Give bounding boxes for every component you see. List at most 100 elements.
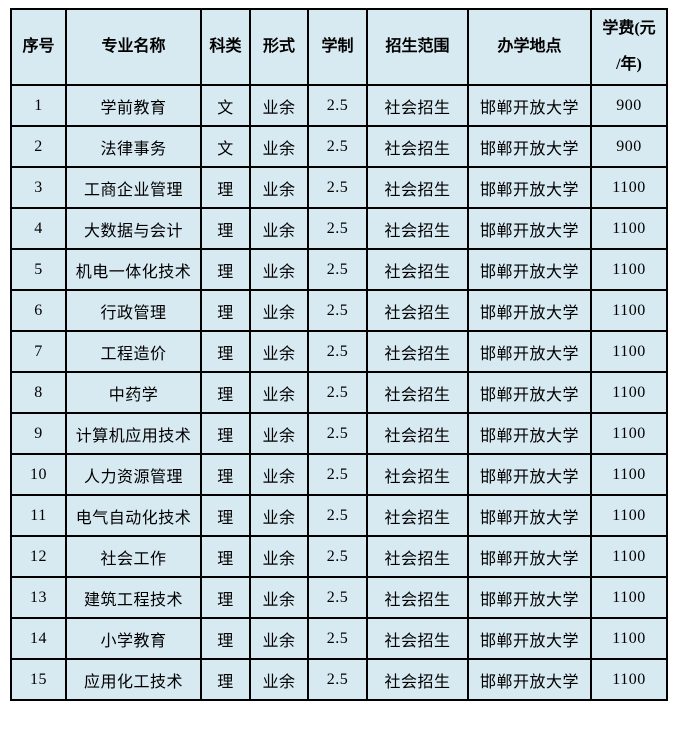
cell-tuition: 1100 — [590, 412, 668, 455]
cell-subject-category: 理 — [200, 166, 251, 209]
cell-study-form: 业余 — [249, 535, 309, 578]
cell-study-form: 业余 — [249, 617, 309, 660]
cell-study-form: 业余 — [249, 371, 309, 414]
cell-major-name: 建筑工程技术 — [65, 576, 202, 619]
cell-school-location: 邯郸开放大学 — [467, 207, 592, 250]
cell-subject-category: 理 — [200, 617, 251, 660]
cell-tuition: 1100 — [590, 535, 668, 578]
cell-tuition: 1100 — [590, 289, 668, 332]
cell-subject-category: 理 — [200, 248, 251, 291]
cell-tuition: 900 — [590, 84, 668, 127]
cell-study-form: 业余 — [249, 289, 309, 332]
cell-index: 14 — [10, 617, 67, 660]
cell-duration: 2.5 — [307, 453, 368, 496]
table-row: 15 应用化工技术 理 业余 2.5 社会招生 邯郸开放大学 1100 — [10, 658, 668, 701]
cell-school-location: 邯郸开放大学 — [467, 166, 592, 209]
cell-school-location: 邯郸开放大学 — [467, 330, 592, 373]
table-row: 1 学前教育 文 业余 2.5 社会招生 邯郸开放大学 900 — [10, 84, 668, 127]
cell-index: 11 — [10, 494, 67, 537]
cell-enrollment-scope: 社会招生 — [366, 84, 469, 127]
cell-index: 4 — [10, 207, 67, 250]
table-row: 12 社会工作 理 业余 2.5 社会招生 邯郸开放大学 1100 — [10, 535, 668, 578]
cell-enrollment-scope: 社会招生 — [366, 330, 469, 373]
col-header-subject-category: 科类 — [200, 8, 251, 86]
cell-enrollment-scope: 社会招生 — [366, 576, 469, 619]
cell-enrollment-scope: 社会招生 — [366, 371, 469, 414]
cell-tuition: 1100 — [590, 658, 668, 701]
cell-index: 2 — [10, 125, 67, 168]
cell-duration: 2.5 — [307, 207, 368, 250]
cell-study-form: 业余 — [249, 207, 309, 250]
table-row: 14 小学教育 理 业余 2.5 社会招生 邯郸开放大学 1100 — [10, 617, 668, 660]
cell-enrollment-scope: 社会招生 — [366, 412, 469, 455]
cell-index: 8 — [10, 371, 67, 414]
cell-duration: 2.5 — [307, 576, 368, 619]
cell-index: 12 — [10, 535, 67, 578]
cell-duration: 2.5 — [307, 371, 368, 414]
cell-subject-category: 理 — [200, 289, 251, 332]
cell-enrollment-scope: 社会招生 — [366, 125, 469, 168]
cell-index: 7 — [10, 330, 67, 373]
cell-study-form: 业余 — [249, 330, 309, 373]
cell-tuition: 1100 — [590, 453, 668, 496]
cell-enrollment-scope: 社会招生 — [366, 166, 469, 209]
table-row: 9 计算机应用技术 理 业余 2.5 社会招生 邯郸开放大学 1100 — [10, 412, 668, 455]
cell-enrollment-scope: 社会招生 — [366, 658, 469, 701]
cell-study-form: 业余 — [249, 494, 309, 537]
cell-major-name: 机电一体化技术 — [65, 248, 202, 291]
cell-duration: 2.5 — [307, 289, 368, 332]
table-row: 2 法律事务 文 业余 2.5 社会招生 邯郸开放大学 900 — [10, 125, 668, 168]
header-row: 序号 专业名称 科类 形式 学制 招生范围 办学地点 学费(元 /年) — [10, 8, 668, 86]
cell-subject-category: 理 — [200, 371, 251, 414]
cell-tuition: 1100 — [590, 166, 668, 209]
cell-tuition: 1100 — [590, 617, 668, 660]
cell-study-form: 业余 — [249, 125, 309, 168]
col-header-tuition: 学费(元 /年) — [590, 8, 668, 86]
col-header-study-form: 形式 — [249, 8, 309, 86]
cell-subject-category: 理 — [200, 453, 251, 496]
table-row: 10 人力资源管理 理 业余 2.5 社会招生 邯郸开放大学 1100 — [10, 453, 668, 496]
cell-duration: 2.5 — [307, 535, 368, 578]
col-header-index: 序号 — [10, 8, 67, 86]
cell-study-form: 业余 — [249, 453, 309, 496]
cell-major-name: 应用化工技术 — [65, 658, 202, 701]
cell-major-name: 人力资源管理 — [65, 453, 202, 496]
cell-index: 10 — [10, 453, 67, 496]
cell-school-location: 邯郸开放大学 — [467, 289, 592, 332]
cell-duration: 2.5 — [307, 166, 368, 209]
cell-subject-category: 理 — [200, 412, 251, 455]
cell-duration: 2.5 — [307, 330, 368, 373]
cell-study-form: 业余 — [249, 576, 309, 619]
cell-tuition: 1100 — [590, 207, 668, 250]
cell-duration: 2.5 — [307, 248, 368, 291]
cell-school-location: 邯郸开放大学 — [467, 125, 592, 168]
cell-duration: 2.5 — [307, 412, 368, 455]
cell-subject-category: 理 — [200, 576, 251, 619]
cell-tuition: 1100 — [590, 576, 668, 619]
table-row: 7 工程造价 理 业余 2.5 社会招生 邯郸开放大学 1100 — [10, 330, 668, 373]
cell-school-location: 邯郸开放大学 — [467, 453, 592, 496]
cell-school-location: 邯郸开放大学 — [467, 248, 592, 291]
cell-major-name: 社会工作 — [65, 535, 202, 578]
cell-school-location: 邯郸开放大学 — [467, 494, 592, 537]
table-row: 5 机电一体化技术 理 业余 2.5 社会招生 邯郸开放大学 1100 — [10, 248, 668, 291]
cell-major-name: 电气自动化技术 — [65, 494, 202, 537]
cell-subject-category: 文 — [200, 125, 251, 168]
cell-tuition: 1100 — [590, 330, 668, 373]
cell-index: 5 — [10, 248, 67, 291]
cell-subject-category: 理 — [200, 535, 251, 578]
cell-school-location: 邯郸开放大学 — [467, 576, 592, 619]
cell-major-name: 小学教育 — [65, 617, 202, 660]
cell-enrollment-scope: 社会招生 — [366, 535, 469, 578]
cell-index: 3 — [10, 166, 67, 209]
cell-study-form: 业余 — [249, 84, 309, 127]
cell-major-name: 工程造价 — [65, 330, 202, 373]
col-header-major-name: 专业名称 — [65, 8, 202, 86]
table-row: 13 建筑工程技术 理 业余 2.5 社会招生 邯郸开放大学 1100 — [10, 576, 668, 619]
cell-school-location: 邯郸开放大学 — [467, 84, 592, 127]
cell-tuition: 1100 — [590, 371, 668, 414]
table-body: 1 学前教育 文 业余 2.5 社会招生 邯郸开放大学 900 2 法律事务 文… — [10, 84, 668, 701]
cell-duration: 2.5 — [307, 617, 368, 660]
table-header: 序号 专业名称 科类 形式 学制 招生范围 办学地点 学费(元 /年) — [10, 8, 668, 86]
cell-index: 13 — [10, 576, 67, 619]
